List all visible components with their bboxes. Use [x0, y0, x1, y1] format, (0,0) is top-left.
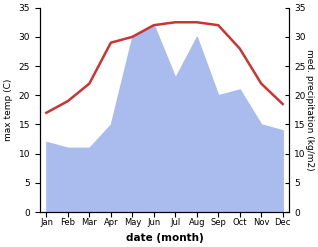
Y-axis label: med. precipitation (kg/m2): med. precipitation (kg/m2) — [305, 49, 314, 171]
X-axis label: date (month): date (month) — [126, 233, 204, 243]
Y-axis label: max temp (C): max temp (C) — [4, 79, 13, 141]
